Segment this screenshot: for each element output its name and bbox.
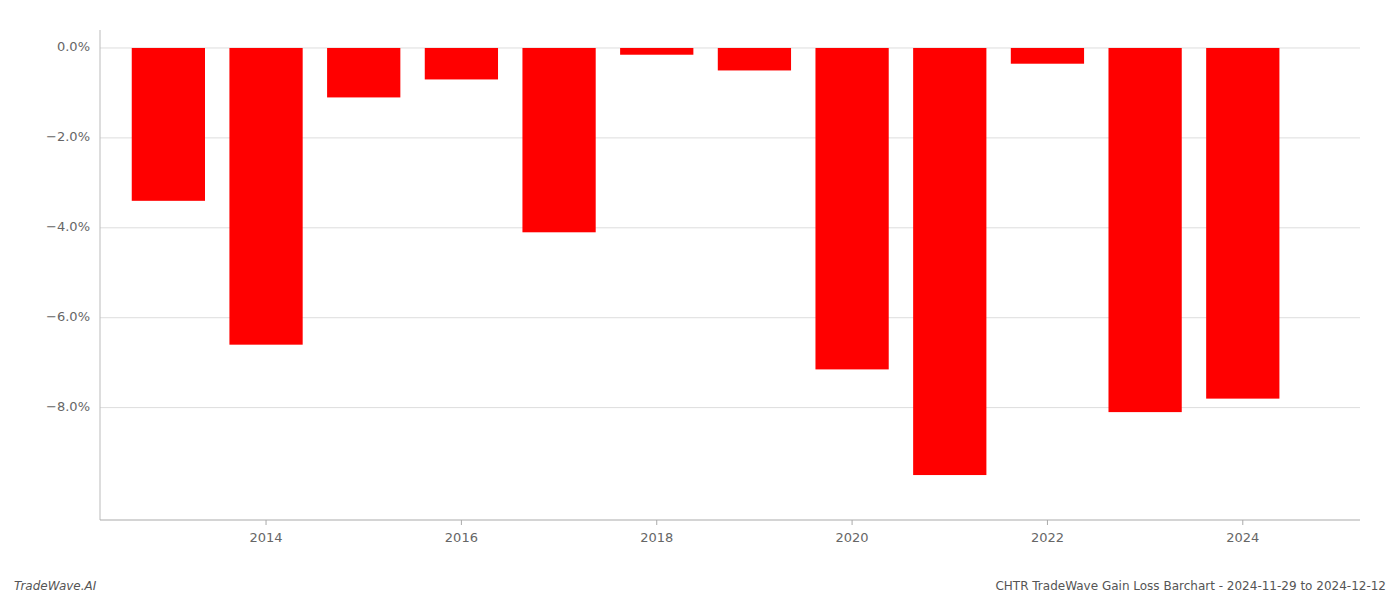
x-axis-line: [100, 520, 1360, 521]
bar: [620, 48, 693, 55]
y-tick-label: −8.0%: [46, 399, 90, 414]
bars: [132, 48, 1280, 475]
y-axis-line: [100, 30, 101, 520]
bar: [229, 48, 302, 345]
bar: [1206, 48, 1279, 399]
y-tick-label: −4.0%: [46, 219, 90, 234]
bar: [815, 48, 888, 369]
bar: [522, 48, 595, 232]
x-tick: [852, 520, 853, 525]
x-tick: [461, 520, 462, 525]
x-tick: [1242, 520, 1243, 525]
bar: [718, 48, 791, 70]
footer-right: CHTR TradeWave Gain Loss Barchart - 2024…: [995, 579, 1386, 593]
chart-container: 0.0% −2.0% −4.0% −6.0% −8.0% 2014 2016 2018 2020…: [0, 0, 1400, 600]
x-tick-label: 2020: [836, 530, 869, 545]
bar: [327, 48, 400, 97]
x-tick-label: 2016: [445, 530, 478, 545]
x-tick: [266, 520, 267, 525]
x-tick-label: 2022: [1031, 530, 1064, 545]
x-tick-label: 2018: [640, 530, 673, 545]
x-tick: [656, 520, 657, 525]
x-tick-label: 2024: [1226, 530, 1259, 545]
x-tick-label: 2014: [249, 530, 282, 545]
bar: [425, 48, 498, 79]
footer-left: TradeWave.AI: [14, 579, 97, 593]
bar: [132, 48, 205, 201]
bar: [1108, 48, 1181, 412]
bar: [1011, 48, 1084, 64]
bar: [913, 48, 986, 475]
x-tick: [1047, 520, 1048, 525]
y-tick-label: −6.0%: [46, 309, 90, 324]
y-tick-label: −2.0%: [46, 129, 90, 144]
chart-svg: 0.0% −2.0% −4.0% −6.0% −8.0% 2014 2016 2018 2020…: [0, 0, 1400, 600]
y-tick-label: 0.0%: [57, 39, 90, 54]
